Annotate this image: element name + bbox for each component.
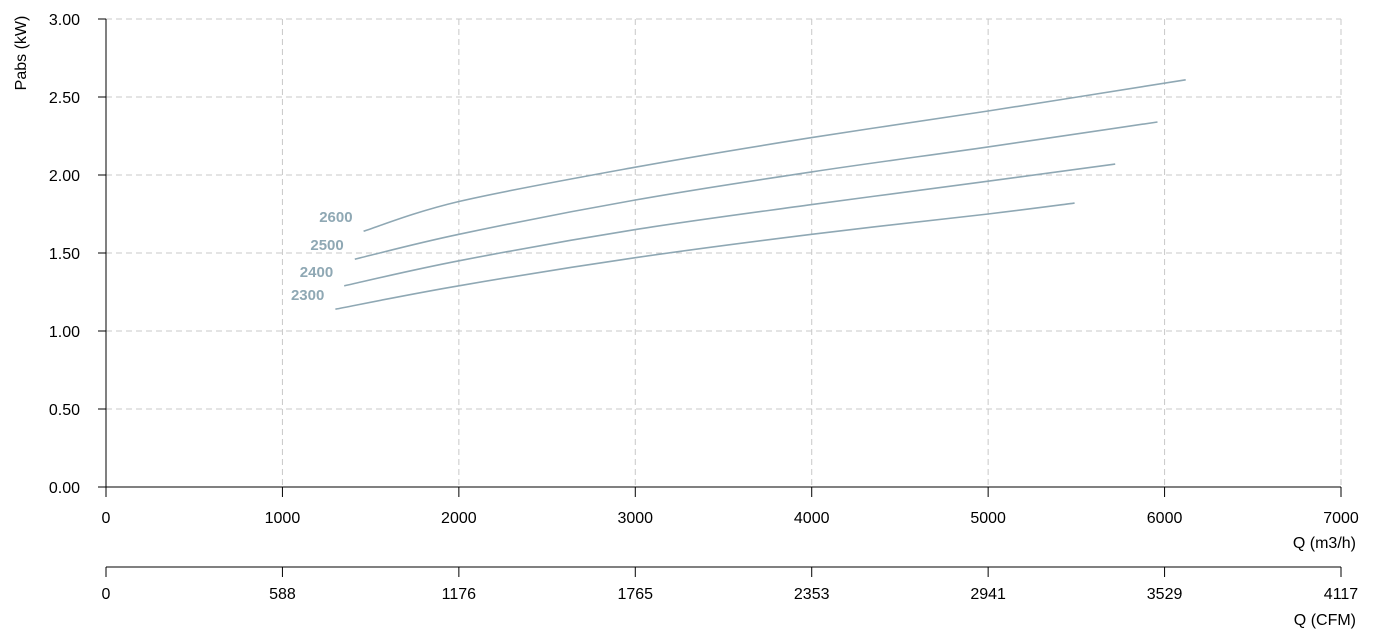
x-tick-label: 1000 xyxy=(265,510,301,527)
y-tick-label: 1.50 xyxy=(49,246,80,263)
x2-tick-label: 2941 xyxy=(970,586,1006,603)
y-tick-label: 0.00 xyxy=(49,480,80,497)
x2-tick-label: 1765 xyxy=(617,586,653,603)
x-tick-label: 3000 xyxy=(617,510,653,527)
series-line-2600 xyxy=(363,79,1186,232)
x2-tick-label: 588 xyxy=(269,586,296,603)
series-line-2300 xyxy=(335,202,1075,310)
x-tick-label: 5000 xyxy=(970,510,1006,527)
grid xyxy=(106,18,1342,487)
x-tick-label: 0 xyxy=(102,510,111,527)
y-tick-label: 0.50 xyxy=(49,402,80,419)
series-line-2500 xyxy=(354,121,1158,260)
series-line-2400 xyxy=(344,163,1116,287)
y-tick-label: 2.00 xyxy=(49,168,80,185)
x2-tick-label: 0 xyxy=(102,586,111,603)
y-tick-label: 2.50 xyxy=(49,90,80,107)
x-axis-title: Q (m3/h) xyxy=(1293,535,1356,552)
y-tick-label: 3.00 xyxy=(49,12,80,29)
x2-tick-label: 3529 xyxy=(1147,586,1183,603)
axes: 0.00 0.50 1.00 1.50 2.00 2.50 3.00 0 1000 2000 300… xyxy=(49,12,1359,603)
x-tick-label: 4000 xyxy=(794,510,830,527)
y-axis-title: Pabs (kW) xyxy=(13,16,30,91)
x2-tick-label: 1176 xyxy=(442,586,477,603)
series-label-2400: 2400 xyxy=(300,264,333,281)
x-tick-label: 6000 xyxy=(1147,510,1183,527)
series-label-2300: 2300 xyxy=(291,287,324,304)
x2-tick-label: 2353 xyxy=(794,586,830,603)
y-tick-label: 1.00 xyxy=(49,324,80,341)
series-label-2500: 2500 xyxy=(310,237,343,254)
x-tick-label: 2000 xyxy=(441,510,477,527)
x-tick-label: 7000 xyxy=(1323,510,1359,527)
series-label-2600: 2600 xyxy=(319,209,352,226)
series-group: 2600 2500 2400 2300 xyxy=(291,79,1186,310)
x2-tick-label: 4117 xyxy=(1324,586,1359,603)
x2-axis-title: Q (CFM) xyxy=(1294,612,1356,629)
